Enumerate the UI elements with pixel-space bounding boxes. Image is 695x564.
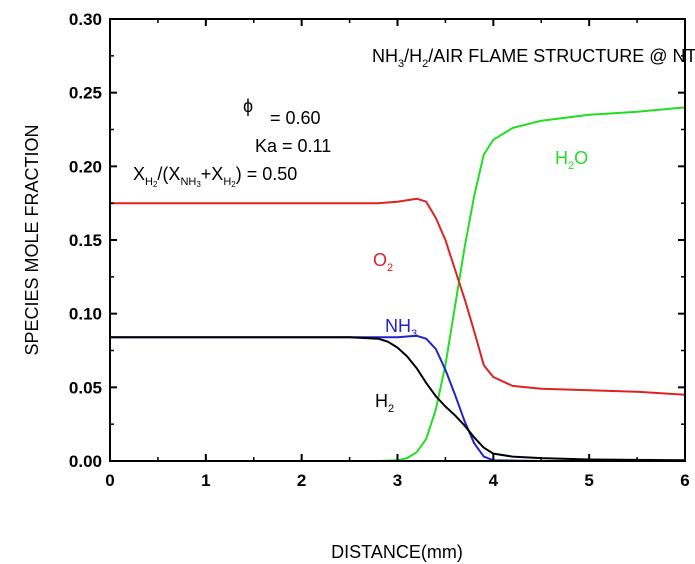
y-tick-label: 0.15 xyxy=(69,231,102,250)
title-part-nh: NH xyxy=(372,46,398,66)
ka-annotation: Ka = 0.11 xyxy=(255,136,331,156)
series-line-h2o xyxy=(110,106,686,462)
series-layer xyxy=(110,106,686,462)
x-axis-title: DISTANCE(mm) xyxy=(331,542,463,562)
mix-sub-h2: H xyxy=(223,176,231,188)
mix-sub-h-num: 2 xyxy=(153,180,158,189)
series-label-nh3: NH3 xyxy=(385,316,417,340)
y-tick-label: 0.25 xyxy=(69,84,102,103)
mixture-annotation: XH2/(XNH3+XH2) = 0.50 xyxy=(133,164,297,189)
mix-open: /(X xyxy=(157,164,180,184)
y-axis-title: SPECIES MOLE FRACTION xyxy=(22,124,42,355)
x-tick-label: 2 xyxy=(297,471,306,490)
mix-sub-nh-num: 3 xyxy=(196,180,201,189)
y-tick-label: 0.30 xyxy=(69,10,102,29)
x-tick-label: 4 xyxy=(489,471,499,490)
series-label-h2o: H2O xyxy=(555,148,588,172)
plot-frame xyxy=(109,18,686,462)
y-tick-label: 0.10 xyxy=(69,305,102,324)
title-part-h: /H xyxy=(404,46,422,66)
series-line-o2 xyxy=(110,197,686,396)
x-tick-label: 5 xyxy=(584,471,593,490)
y-tick-label: 0.05 xyxy=(69,378,102,397)
series-line-h2 xyxy=(110,336,686,462)
x-tick-label: 3 xyxy=(393,471,402,490)
mix-x: X xyxy=(133,164,145,184)
mix-sub-h2-num: 2 xyxy=(231,180,236,189)
phi-value: = 0.60 xyxy=(270,108,321,128)
mix-plus: +X xyxy=(201,164,224,184)
x-tick-label: 0 xyxy=(105,471,114,490)
mix-sub-nh: NH xyxy=(180,176,196,188)
y-tick-label: 0.20 xyxy=(69,157,102,176)
x-tick-label: 6 xyxy=(680,471,689,490)
series-label-o2: O2 xyxy=(373,250,393,274)
x-tick-label: 1 xyxy=(201,471,210,490)
mix-close: ) = 0.50 xyxy=(236,164,298,184)
phi-symbol: ϕ xyxy=(243,96,253,116)
title-sub-3: 3 xyxy=(398,58,404,70)
chart-annotation-title: NH3/H2/AIR FLAME STRUCTURE @ NTP xyxy=(372,46,695,70)
mix-sub-h: H xyxy=(145,176,153,188)
title-sub-2: 2 xyxy=(422,58,428,70)
series-label-h2: H2 xyxy=(375,391,394,415)
title-part-tail: /AIR FLAME STRUCTURE @ NTP xyxy=(428,46,695,66)
tick-layer: 0 1 2 3 4 5 6 0.00 0.05 0.10 0.15 0.20 0.25 0.30 xyxy=(69,10,690,490)
series-line-nh3 xyxy=(110,334,685,462)
y-tick-label: 0.00 xyxy=(69,452,102,471)
